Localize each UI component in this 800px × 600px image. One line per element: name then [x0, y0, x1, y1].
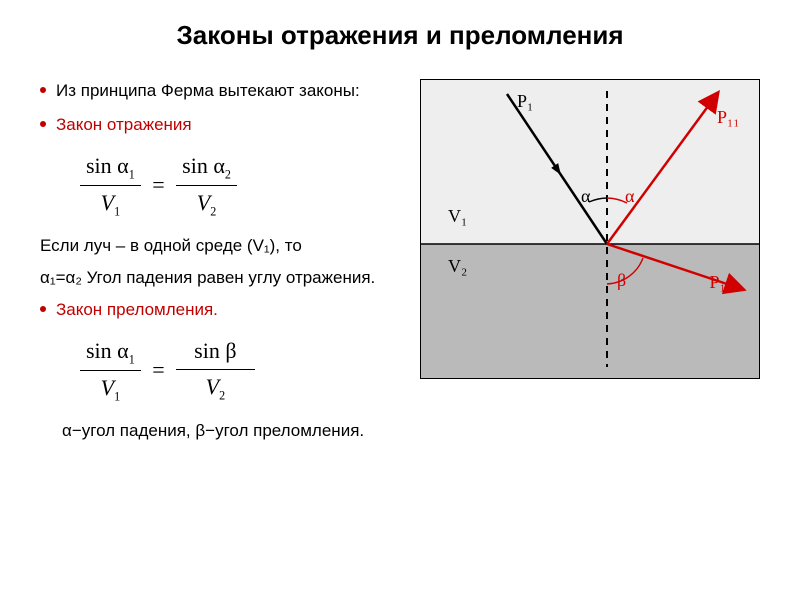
page-title: Законы отражения и преломления	[40, 20, 760, 51]
bullet-3-marker	[40, 306, 46, 312]
refraction-diagram: P₁ P₁₁ P₁₂ V₁ V₂ α α β	[420, 79, 760, 379]
svg-text:V₁: V₁	[448, 206, 467, 226]
para-angles-equal: α₁=α₂ Угол падения равен углу отражения.	[40, 266, 396, 290]
f1-num1s: 1	[129, 167, 135, 181]
f2-den2s: 2	[219, 389, 225, 403]
f2-den1: V	[101, 375, 114, 400]
text-column: Из принципа Ферма вытекают законы: Закон…	[40, 79, 396, 451]
bullet-1-text: Из принципа Ферма вытекают законы:	[56, 79, 360, 103]
f1-den2: V	[197, 190, 210, 215]
f2-num1s: 1	[129, 352, 135, 366]
f1-num1: sin α	[86, 153, 129, 178]
formula-reflection: sin α1 V1 = sin α2 V2	[80, 151, 396, 221]
f1-num2s: 2	[225, 167, 231, 181]
f2-den1s: 1	[114, 389, 120, 403]
f1-num2: sin α	[182, 153, 225, 178]
formula-refraction: sin α1 V1 = sin β V2	[80, 336, 396, 406]
f1-den1: V	[101, 190, 114, 215]
svg-text:α: α	[581, 186, 591, 206]
f2-eq: =	[152, 357, 164, 382]
f2-num1: sin α	[86, 338, 129, 363]
svg-text:P₁₂: P₁₂	[709, 272, 732, 292]
bullet-2-text: Закон отражения	[56, 113, 192, 137]
para-medium: Если луч – в одной среде (V₁), то	[40, 234, 396, 258]
svg-text:P₁: P₁	[517, 91, 533, 111]
bullet-2-marker	[40, 121, 46, 127]
bullet-2: Закон отражения	[40, 113, 396, 137]
svg-text:P₁₁: P₁₁	[717, 107, 740, 127]
content: Из принципа Ферма вытекают законы: Закон…	[40, 79, 760, 451]
f2-den2: V	[206, 374, 219, 399]
para-angle-names: α−угол падения, β−угол преломления.	[62, 419, 396, 443]
diagram-column: P₁ P₁₁ P₁₂ V₁ V₂ α α β	[420, 79, 760, 451]
f1-eq: =	[152, 172, 164, 197]
bullet-3: Закон преломления.	[40, 298, 396, 322]
bullet-1: Из принципа Ферма вытекают законы:	[40, 79, 396, 103]
svg-text:β: β	[617, 270, 626, 290]
svg-text:V₂: V₂	[448, 256, 467, 276]
f1-den1s: 1	[114, 204, 120, 218]
bullet-3-text: Закон преломления.	[56, 298, 218, 322]
f2-num2: sin β	[194, 338, 236, 363]
svg-text:α: α	[625, 186, 635, 206]
f1-den2s: 2	[210, 204, 216, 218]
bullet-1-marker	[40, 87, 46, 93]
